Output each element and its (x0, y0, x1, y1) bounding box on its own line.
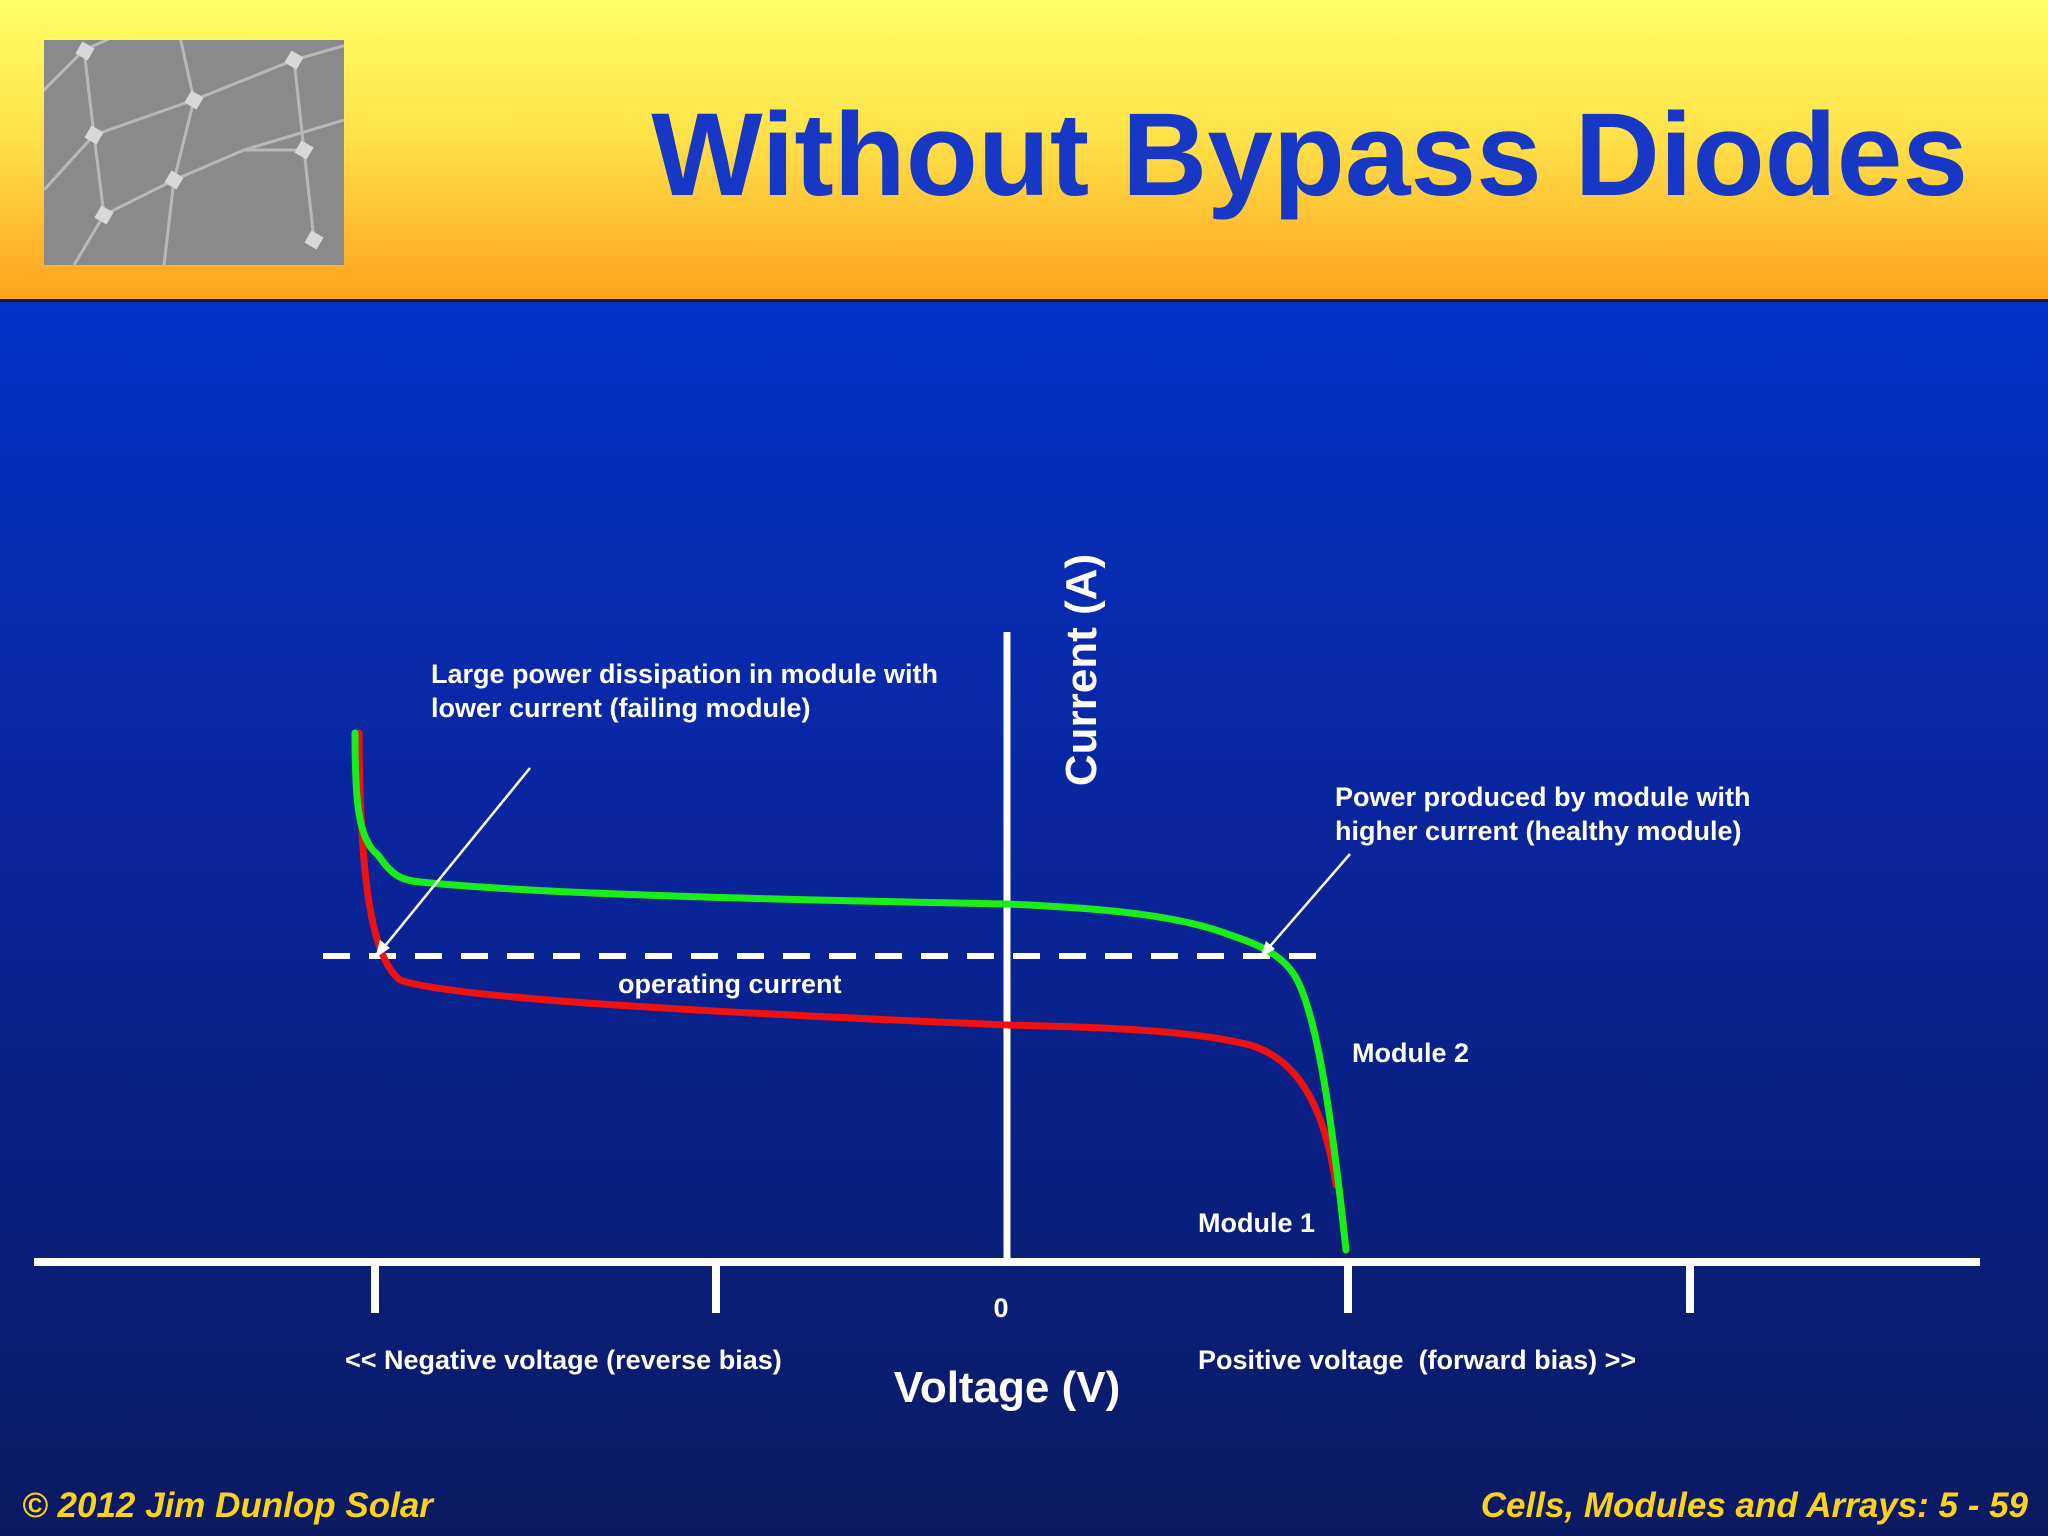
page-title: Without Bypass Diodes (651, 89, 1968, 221)
failing-module-arrow (379, 767, 531, 953)
module1-label: Module 1 (1198, 1208, 1315, 1238)
module1-iv-curve (355, 729, 1340, 1189)
failing-annotation-line1: Large power dissipation in module with (431, 659, 938, 689)
failing-annotation-line2: lower current (failing module) (431, 693, 811, 723)
solar-cell-photo (44, 40, 344, 265)
negative-voltage-label: << Negative voltage (reverse bias) (345, 1345, 782, 1375)
y-axis-label: Current (A) (1057, 554, 1106, 786)
operating-current-label: operating current (618, 969, 842, 999)
failing-module-arrowhead (375, 940, 390, 958)
slide-number-footer: Cells, Modules and Arrays: 5 - 59 (1480, 1486, 2028, 1525)
healthy-annotation-line1: Power produced by module with (1335, 782, 1751, 812)
module2-label: Module 2 (1352, 1038, 1469, 1068)
origin-label: 0 (993, 1293, 1008, 1323)
solar-cell-pattern-icon (44, 40, 344, 265)
healthy-annotation-line2: higher current (healthy module) (1335, 816, 1742, 846)
positive-voltage-label: Positive voltage (forward bias) >> (1198, 1345, 1636, 1375)
iv-curve-diagram: Current (A) Voltage (V) 0 << Negative vo… (34, 554, 1980, 1412)
slide-body: Current (A) Voltage (V) 0 << Negative vo… (0, 302, 2048, 1536)
module2-iv-curve (351, 729, 1350, 1254)
x-axis-label: Voltage (V) (894, 1363, 1121, 1412)
healthy-module-arrowhead (1260, 941, 1275, 958)
healthy-module-arrow (1264, 853, 1351, 953)
slide-header: Without Bypass Diodes (0, 0, 2048, 302)
copyright-footer: © 2012 Jim Dunlop Solar (22, 1486, 433, 1525)
